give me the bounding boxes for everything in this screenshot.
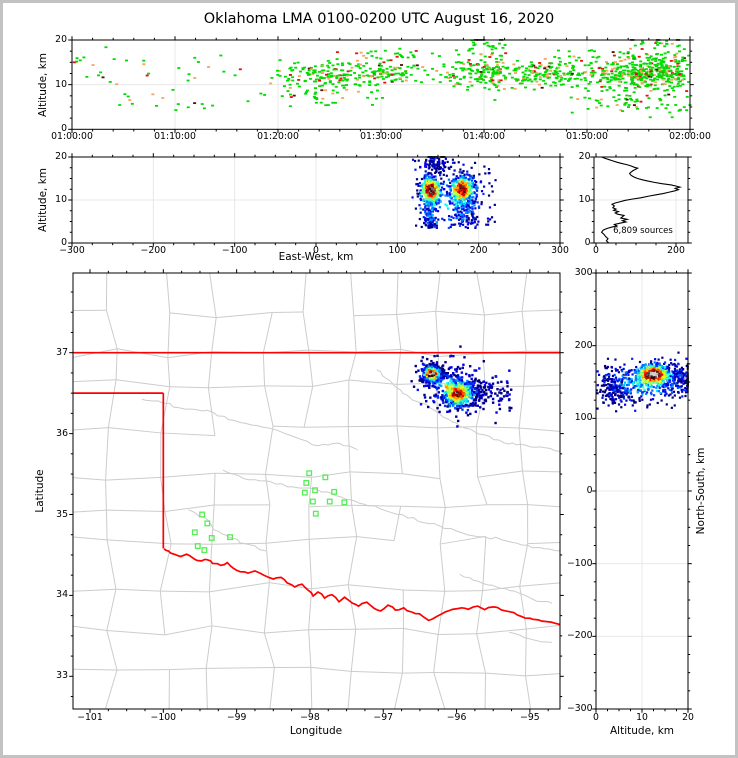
map-y-axis-label: Latitude <box>33 469 46 513</box>
ns-panel-altitude-tick-label: 10 <box>636 711 648 723</box>
latitude-tick-label: 37 <box>56 346 68 358</box>
figure-title: Oklahoma LMA 0100-0200 UTC August 16, 20… <box>203 11 555 27</box>
histogram-altitude-tick-label: 0 <box>584 237 591 249</box>
ew-panel-altitude-tick-label: 0 <box>61 237 67 249</box>
ns-panel-x-axis-label: Altitude, km <box>609 725 675 737</box>
map-x-axis-label: Longitude <box>289 725 343 737</box>
latitude-tick-label: 36 <box>56 427 68 439</box>
ew-panel-altitude-tick-label: 10 <box>55 194 67 206</box>
histogram-altitude-tick-label: 20 <box>578 151 591 163</box>
ew-axis-tick-label: −100 <box>221 245 248 256</box>
histogram-count-tick-label: 200 <box>667 245 685 256</box>
time-panel-y-axis-label: Altitude, km <box>36 52 49 118</box>
ew-axis-tick-label: 300 <box>551 245 569 256</box>
ew-axis-tick-label: 0 <box>313 245 319 256</box>
histogram-count-tick-label: 0 <box>593 245 599 256</box>
north-south-tick-label: 100 <box>574 412 593 424</box>
time-panel-altitude-tick-label: 20 <box>55 34 67 46</box>
ew-panel-x-axis-label: East-West, km <box>278 251 354 263</box>
ns-panel-altitude-tick-label: 0 <box>593 711 599 723</box>
ew-axis-tick-label: −300 <box>59 245 85 256</box>
histogram-altitude-tick-label: 10 <box>578 194 591 206</box>
north-south-tick-label: −300 <box>566 703 593 715</box>
ew-axis-tick-label: 100 <box>388 245 407 256</box>
ns-panel-y-axis-label: North-South, km <box>694 447 707 535</box>
time-axis-tick-label: 01:40:00 <box>463 130 505 142</box>
north-south-tick-label: 200 <box>574 339 593 351</box>
longitude-tick-label: −101 <box>77 711 103 723</box>
longitude-tick-label: −99 <box>226 711 247 723</box>
north-south-tick-label: −200 <box>566 630 593 642</box>
time-panel-altitude-tick-label: 0 <box>61 123 67 135</box>
time-axis-tick-label: 01:00:00 <box>51 130 93 142</box>
latitude-tick-label: 35 <box>56 508 68 520</box>
longitude-tick-label: −95 <box>520 711 540 723</box>
ew-panel-y-axis-label: Altitude, km <box>36 167 49 233</box>
longitude-tick-label: −96 <box>446 711 467 723</box>
ns-panel-altitude-tick-label: 20 <box>682 711 694 723</box>
north-south-tick-label: 300 <box>574 267 593 279</box>
longitude-tick-label: −98 <box>300 711 320 723</box>
latitude-tick-label: 33 <box>56 670 68 682</box>
longitude-tick-label: −97 <box>373 711 394 723</box>
ew-axis-tick-label: 200 <box>469 245 488 256</box>
ew-axis-tick-label: −200 <box>140 245 167 256</box>
latitude-tick-label: 34 <box>56 589 68 601</box>
time-panel-altitude-tick-label: 10 <box>55 78 67 90</box>
north-south-tick-label: 0 <box>586 485 593 497</box>
longitude-tick-label: −100 <box>150 711 177 723</box>
ew-panel-altitude-tick-label: 20 <box>55 151 67 163</box>
north-south-tick-label: −100 <box>566 557 593 569</box>
histogram-sources-annotation: 6,809 sources <box>613 226 673 236</box>
time-axis-tick-label: 01:30:00 <box>360 130 402 142</box>
time-axis-tick-label: 02:00:00 <box>669 130 711 142</box>
time-axis-tick-label: 01:20:00 <box>257 130 299 142</box>
time-axis-tick-label: 01:10:00 <box>154 130 196 142</box>
time-axis-tick-label: 01:50:00 <box>566 130 608 142</box>
